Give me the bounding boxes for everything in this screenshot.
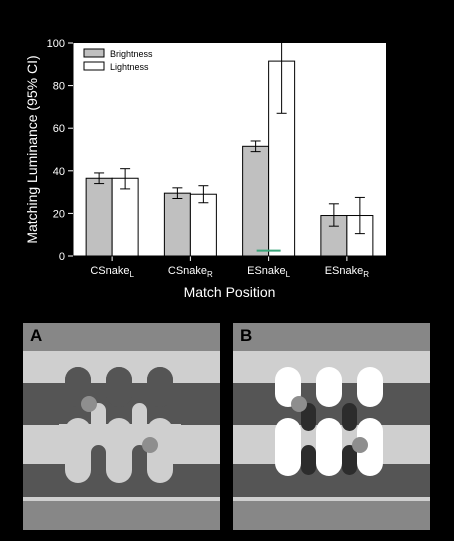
panel-a-snake-bump [147,367,173,407]
panel-b-snake-bump [357,418,383,476]
chart-bars [85,13,374,257]
x-tick-label: ESnakeL [247,265,291,279]
chart-legend: Brightness Lightness [83,48,153,72]
panel-a-snake-notch [132,445,147,475]
bar-chart: 0 20 40 60 80 100 Matching Luminance (95% CI) M… [24,13,386,300]
panel-a-test-patch-upper [81,396,97,412]
bar-brightness [85,177,113,257]
panel-b-test-patch-upper [291,396,307,412]
legend-swatch-brightness [83,48,105,58]
panel-b-snake-notch [301,403,316,431]
panel-b-snake-bump [316,367,342,407]
y-tick-label: 100 [47,38,65,50]
y-tick-label: 0 [59,251,65,263]
bar-brightness [163,192,191,257]
legend-label-brightness: Brightness [110,49,153,59]
panel-b-test-patch-lower [352,437,368,453]
panel-b: B [233,323,430,530]
panel-b-snake-bump [357,367,383,407]
chart-axes: 0 20 40 60 80 100 Matching Luminance (95% CI) M… [24,38,386,300]
panel-b-letter: B [240,326,253,345]
bar-lightness [189,193,217,257]
panel-b-snake-bump [275,367,301,407]
y-tick-label: 40 [53,166,65,178]
panel-a-snake-bump [65,418,91,476]
legend-label-lightness: Lightness [110,62,149,72]
x-tick-label: ESnakeR [325,265,370,279]
x-tick-label: CSnakeL [90,265,134,279]
panel-a-snake-notch [91,445,106,475]
panel-a-snake-bump [106,418,132,476]
panel-b-snake-notch [342,445,357,475]
panel-b-snake-bump [275,418,301,476]
panel-b-snake-notch [342,403,357,431]
panel-b-snake-notch [301,445,316,475]
legend-swatch-lightness [83,61,105,71]
y-tick-label: 60 [53,123,65,135]
bar-brightness [242,145,270,257]
x-axis-label: Match Position [184,284,276,300]
x-tick-label: CSnakeR [168,265,213,279]
panel-b-snake-bump [316,418,342,476]
panel-a-letter: A [30,326,43,345]
panel-a-snake-bump [65,367,91,407]
panel-a-test-patch-lower [142,437,158,453]
y-tick-label: 20 [53,208,65,220]
panel-a: A [23,323,220,530]
y-axis-label: Matching Luminance (95% CI) [24,55,40,243]
panel-a-snake-bump [106,367,132,407]
y-tick-label: 80 [53,81,65,93]
bar-lightness [111,177,139,257]
panel-a-snake-bump [147,418,173,476]
